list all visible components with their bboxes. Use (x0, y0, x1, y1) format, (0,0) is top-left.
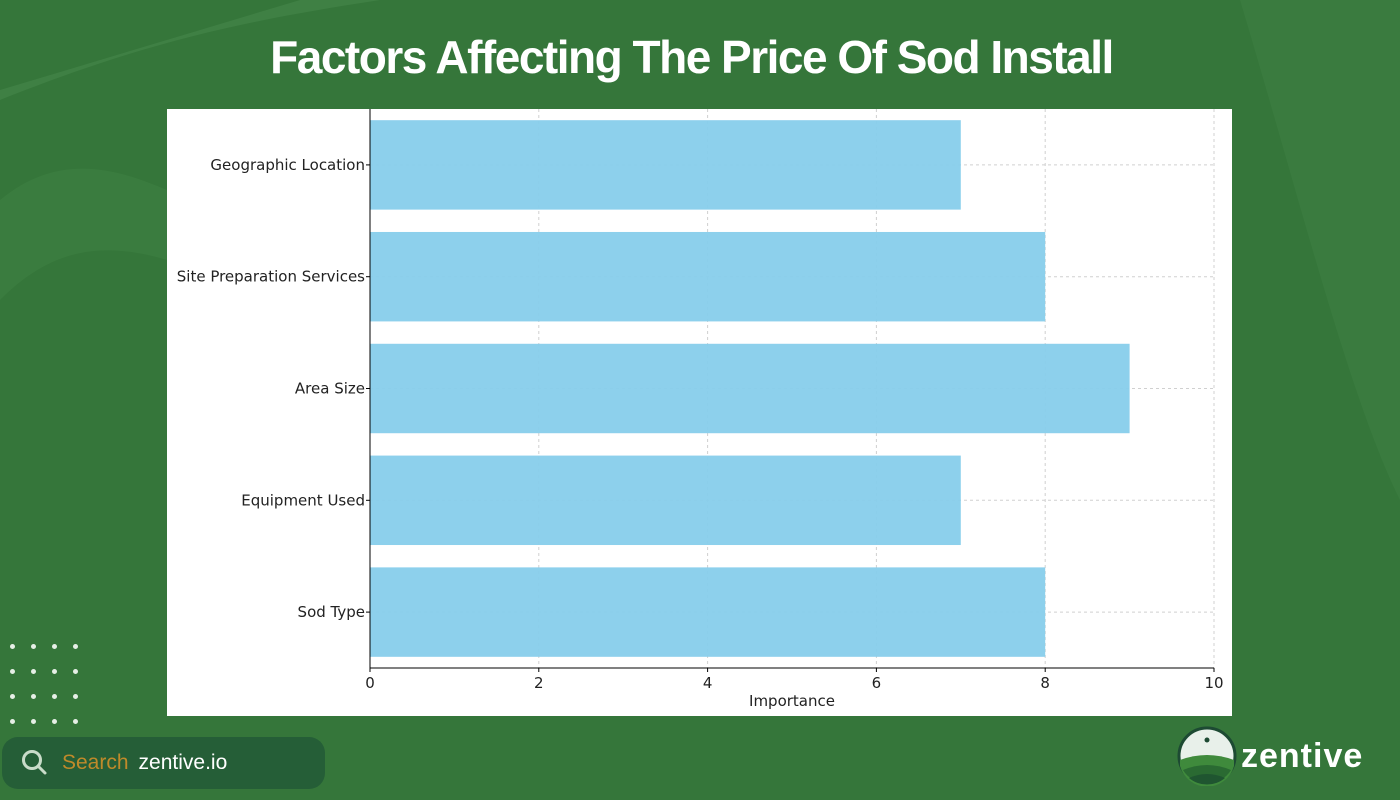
dot (52, 694, 57, 699)
dot (10, 719, 15, 724)
dot (52, 644, 57, 649)
y-tick-label: Site Preparation Services (177, 268, 365, 286)
x-tick-label: 6 (872, 674, 882, 692)
dot (31, 694, 36, 699)
dot (73, 719, 78, 724)
chart-panel: Geographic Location Site Preparation Serv… (167, 109, 1232, 716)
dot (10, 694, 15, 699)
dot (31, 669, 36, 674)
dot (31, 644, 36, 649)
dot (31, 719, 36, 724)
bar (370, 343, 1130, 434)
bar (370, 455, 961, 546)
search-icon (22, 750, 47, 775)
bar (370, 567, 1046, 657)
x-tick-label: 0 (365, 674, 375, 692)
y-tick-label: Area Size (295, 380, 365, 398)
brand-logo: zentive (1177, 726, 1363, 786)
dot (52, 719, 57, 724)
bar (370, 120, 961, 210)
bar-chart: Geographic Location Site Preparation Serv… (177, 109, 1224, 710)
brand-name: zentive (1241, 736, 1364, 775)
dot (73, 644, 78, 649)
dot (10, 669, 15, 674)
dot (10, 644, 15, 649)
search-bar[interactable]: Search zentive.io (2, 737, 325, 789)
y-tick-label: Equipment Used (241, 491, 365, 509)
y-tick-label: Sod Type (298, 603, 365, 621)
logo-icon (1177, 726, 1237, 786)
search-site: zentive.io (138, 751, 228, 774)
x-axis-label: Importance (749, 692, 835, 710)
x-tick-label: 8 (1040, 674, 1050, 692)
x-tick-label: 10 (1204, 674, 1223, 692)
page-title: Factors Affecting The Price Of Sod Insta… (270, 31, 1114, 83)
dot (52, 669, 57, 674)
x-tick-label: 4 (703, 674, 713, 692)
y-tick-label: Geographic Location (210, 156, 365, 174)
bar (370, 231, 1046, 322)
search-label: Search (62, 751, 129, 774)
dot (73, 694, 78, 699)
x-tick-label: 2 (534, 674, 544, 692)
dot (73, 669, 78, 674)
